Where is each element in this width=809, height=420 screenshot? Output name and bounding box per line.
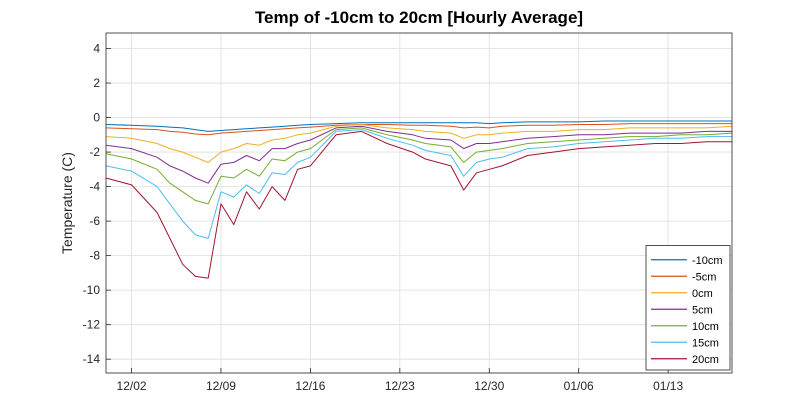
plot-area [106, 33, 732, 373]
legend-label: 0cm [692, 288, 713, 300]
x-tick-label: 12/09 [206, 379, 236, 393]
series-line-20cm [105, 130, 732, 279]
chart-title: Temp of -10cm to 20cm [Hourly Average] [255, 8, 583, 27]
series-line--5cm [105, 123, 732, 136]
grid [106, 33, 732, 373]
series-line-5cm [105, 125, 732, 184]
y-axis-ticks: 4 2 0 -2 -4 -6 -8 -10 -12 -14 [83, 42, 111, 366]
x-tick-label: 01/13 [653, 379, 683, 393]
plot-frame [105, 32, 733, 374]
x-tick-label: 01/06 [564, 379, 594, 393]
series-line-15cm [105, 129, 732, 239]
y-tick-label: 0 [93, 111, 100, 125]
x-tick-label: 12/23 [385, 379, 415, 393]
x-tick-label: 12/02 [117, 379, 147, 393]
y-tick-label: -14 [83, 352, 101, 366]
legend-label: 20cm [692, 354, 719, 366]
legend-label: 15cm [692, 337, 719, 349]
legend-label: -5cm [692, 271, 716, 283]
series-lines [105, 120, 733, 279]
y-tick-label: -8 [89, 249, 100, 263]
series-line-0cm [105, 124, 733, 163]
y-tick-label: -10 [83, 283, 101, 297]
y-tick-label: 2 [93, 76, 100, 90]
legend-label: -10cm [692, 255, 723, 267]
x-axis-ticks: 12/02 12/09 12/16 12/23 12/30 01/06 01/13 [117, 368, 683, 393]
legend: -10cm -5cm 0cm 5cm 10cm 15cm 20cm [645, 245, 731, 371]
y-tick-label: -6 [89, 214, 100, 228]
x-tick-label: 12/30 [474, 379, 504, 393]
y-tick-label: -12 [83, 318, 101, 332]
series-line-10cm [105, 127, 733, 205]
y-tick-label: -4 [89, 180, 100, 194]
series-line--10cm [105, 120, 732, 132]
x-tick-label: 12/16 [295, 379, 325, 393]
legend-box [645, 245, 731, 371]
legend-label: 10cm [692, 321, 719, 333]
y-tick-label: -2 [89, 145, 100, 159]
legend-label: 5cm [692, 304, 713, 316]
y-tick-label: 4 [93, 42, 100, 56]
y-axis-label: Temperature (C) [59, 152, 75, 254]
